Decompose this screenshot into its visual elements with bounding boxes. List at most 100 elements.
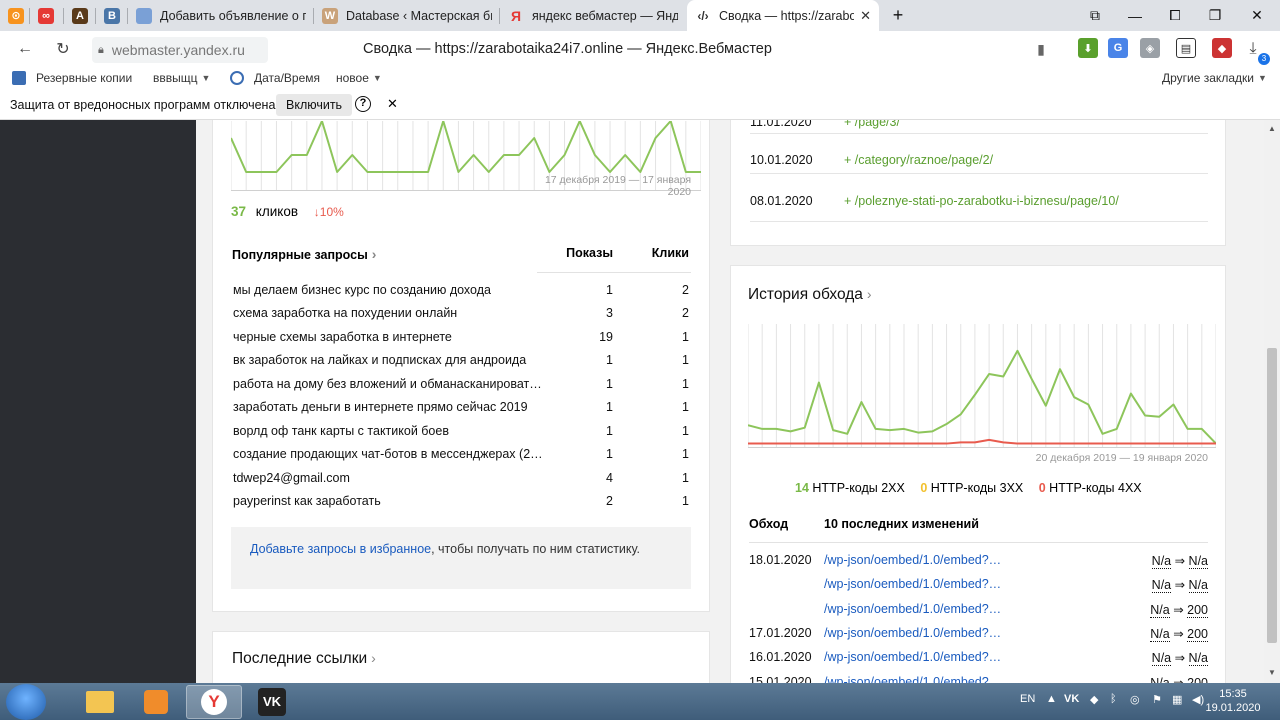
address-bar[interactable]: 🔒︎ webmaster.yandex.ru bbox=[92, 37, 268, 63]
header-divider bbox=[537, 272, 691, 273]
close-window-icon[interactable]: ✕ bbox=[1251, 7, 1263, 23]
left-dark-panel bbox=[0, 120, 196, 683]
query-text[interactable]: черные схемы заработка в интернете bbox=[233, 329, 452, 344]
tab-pinned-2[interactable]: ∞ bbox=[30, 0, 64, 31]
page-scrollbar[interactable]: ▲ ▼ bbox=[1264, 120, 1280, 683]
folder-icon bbox=[12, 71, 26, 85]
query-text[interactable]: мы делаем бизнес курс по созданию дохода bbox=[233, 282, 491, 297]
taskbar-vk[interactable]: VK bbox=[244, 685, 300, 719]
bluetooth-icon[interactable]: ᛒ bbox=[1110, 693, 1117, 705]
game-icon: A bbox=[72, 7, 88, 24]
taskbar-yandex-browser[interactable]: Y bbox=[186, 685, 242, 719]
tab-search-icon[interactable]: ⧉ bbox=[1090, 7, 1100, 23]
scroll-up-icon[interactable]: ▲ bbox=[1268, 124, 1276, 133]
minimize-icon[interactable]: — bbox=[1128, 7, 1142, 24]
crawl-url[interactable]: /wp-json/oembed/1.0/embed?… bbox=[824, 601, 1002, 616]
query-clicks: 1 bbox=[682, 400, 689, 415]
taskbar-explorer[interactable] bbox=[72, 685, 128, 719]
bookmark-folder-new[interactable]: новое ▼ bbox=[336, 71, 382, 85]
crawl-history-title[interactable]: История обхода › bbox=[748, 286, 872, 303]
clicks-chart bbox=[231, 121, 701, 191]
arrow-right-icon: ⇒ bbox=[1171, 578, 1189, 593]
table-row: payperinst как заработать 2 1 bbox=[233, 490, 689, 514]
scroll-down-icon[interactable]: ▼ bbox=[1268, 668, 1276, 677]
tray-overflow-icon[interactable]: ▲ bbox=[1046, 693, 1057, 705]
tab-summary-active[interactable]: ‹/› Сводка — https://zarabo ✕ bbox=[687, 0, 879, 31]
row-divider bbox=[750, 221, 1208, 222]
query-shows: 1 bbox=[606, 400, 613, 415]
link-date: 11.01.2020 bbox=[750, 120, 812, 129]
query-text[interactable]: заработать деньги в интернете прямо сейч… bbox=[233, 400, 528, 415]
last-links-title[interactable]: Последние ссылки › bbox=[232, 650, 376, 667]
query-clicks: 2 bbox=[682, 306, 689, 321]
query-text[interactable]: payperinst как заработать bbox=[233, 494, 381, 509]
query-text[interactable]: схема заработка на похудении онлайн bbox=[233, 306, 458, 321]
tab-add-listing[interactable]: Добавить объявление о пр bbox=[128, 0, 314, 31]
query-text[interactable]: создание продающих чат-ботов в мессендже… bbox=[233, 447, 543, 462]
other-bookmarks[interactable]: Другие закладки ▼ bbox=[1162, 71, 1267, 85]
vk-icon: VK bbox=[258, 688, 286, 716]
tab-pinned-1[interactable]: ⊙ bbox=[0, 0, 30, 31]
new-tab-button[interactable]: + bbox=[892, 5, 904, 25]
link-url[interactable]: + /category/raznoe/page/2/ bbox=[844, 153, 994, 167]
query-clicks: 1 bbox=[682, 494, 689, 509]
link-url[interactable]: + /page/3/ bbox=[844, 120, 900, 129]
query-text[interactable]: ворлд оф танк карты с тактикой боев bbox=[233, 423, 449, 438]
query-text[interactable]: работа на дому без вложений и обманаскан… bbox=[233, 376, 542, 391]
chat-icon[interactable]: ▤ bbox=[1176, 38, 1196, 58]
tab-pinned-4[interactable]: В bbox=[96, 0, 128, 31]
tray-app-icon[interactable]: ◆ bbox=[1090, 694, 1099, 706]
shield-icon[interactable]: ◈ bbox=[1140, 38, 1160, 58]
maximize-icon[interactable]: ❐ bbox=[1208, 7, 1222, 23]
crawl-url[interactable]: /wp-json/oembed/1.0/embed?… bbox=[824, 674, 1002, 684]
col-clicks: Клики bbox=[651, 246, 689, 260]
chevron-right-icon: › bbox=[371, 246, 377, 262]
close-tab-icon[interactable]: ✕ bbox=[860, 7, 871, 23]
query-shows: 1 bbox=[606, 447, 613, 462]
crawl-url[interactable]: /wp-json/oembed/1.0/embed?… bbox=[824, 650, 1002, 665]
bookmark-folder-vvvy[interactable]: вввыщц ▼ bbox=[153, 71, 211, 85]
popular-queries-link[interactable]: Популярные запросы › bbox=[232, 246, 377, 262]
help-icon[interactable]: ? bbox=[355, 96, 371, 112]
close-icon[interactable]: ✕ bbox=[387, 96, 398, 111]
language-indicator[interactable]: EN bbox=[1020, 693, 1036, 705]
tray-sync-icon[interactable]: ◎ bbox=[1130, 694, 1140, 706]
status-from: N/a bbox=[1150, 675, 1170, 683]
query-text[interactable]: вк заработок на лайках и подписках для а… bbox=[233, 353, 527, 368]
tab-title: Database ‹ Мастерская биз bbox=[346, 8, 492, 23]
tab-database[interactable]: W Database ‹ Мастерская биз bbox=[314, 0, 500, 31]
start-button[interactable] bbox=[6, 684, 46, 720]
link-url[interactable]: + /poleznye-stati-po-zarabotku-i-biznesu… bbox=[844, 194, 1119, 208]
crawl-url[interactable]: /wp-json/oembed/1.0/embed?… bbox=[824, 553, 1002, 567]
bookmark-datetime[interactable]: Дата/Время bbox=[230, 71, 320, 85]
crawl-url[interactable]: /wp-json/oembed/1.0/embed?… bbox=[824, 577, 1002, 592]
volume-icon[interactable]: ◀) bbox=[1192, 694, 1205, 706]
status-change: N/a ⇒ 200 bbox=[1150, 675, 1208, 683]
taskbar-media[interactable] bbox=[128, 685, 184, 719]
reload-icon[interactable]: ↻ bbox=[56, 41, 70, 58]
clock[interactable]: 15:35 19.01.2020 bbox=[1198, 687, 1268, 715]
translate-icon[interactable]: G bbox=[1108, 38, 1128, 58]
query-text[interactable]: tdwep24@gmail.com bbox=[233, 470, 350, 485]
chevron-right-icon: › bbox=[371, 650, 376, 666]
enable-protection-button[interactable]: Включить bbox=[276, 94, 353, 116]
http-codes-legend: 14 HTTP-коды 2XX 0 HTTP-коды 3XX 0 HTTP-… bbox=[795, 481, 1142, 495]
query-shows: 1 bbox=[606, 353, 613, 368]
crawl-url[interactable]: /wp-json/oembed/1.0/embed?… bbox=[824, 625, 1002, 640]
puzzle-ext-icon[interactable]: ◆ bbox=[1212, 38, 1232, 58]
tab-pinned-3[interactable]: A bbox=[64, 0, 96, 31]
network-icon[interactable]: ▦ bbox=[1172, 694, 1183, 706]
bookmark-icon[interactable]: ▮ bbox=[1037, 40, 1045, 57]
bookmark-backups[interactable]: Резервные копии bbox=[12, 71, 132, 85]
tray-vk-icon[interactable]: VK bbox=[1064, 693, 1080, 705]
scrollbar-thumb[interactable] bbox=[1267, 348, 1277, 643]
back-icon[interactable]: ← bbox=[17, 40, 33, 57]
downloads-icon[interactable]: ⤓ bbox=[1249, 40, 1257, 57]
add-favorites-link[interactable]: Добавьте запросы в избранное bbox=[250, 542, 432, 556]
download-ext-icon[interactable]: ⬇ bbox=[1078, 38, 1098, 58]
flag-icon[interactable]: ⚑ bbox=[1152, 694, 1162, 706]
series-line-0 bbox=[748, 349, 1216, 445]
protection-message: Защита от вредоносных программ отключена bbox=[10, 98, 276, 112]
restore-icon[interactable]: ⧠ bbox=[1169, 7, 1181, 23]
